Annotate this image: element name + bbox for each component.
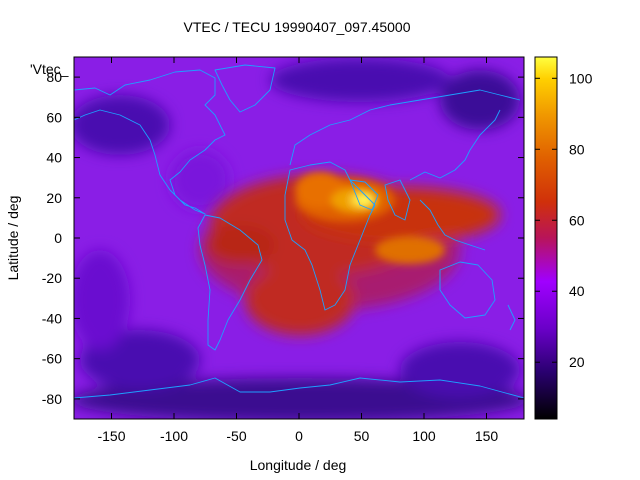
y-tick-label: -40 <box>42 310 62 326</box>
x-tick-label: 100 <box>412 428 436 444</box>
x-tick-label: 0 <box>295 428 303 444</box>
x-tick-label: -50 <box>226 428 246 444</box>
y-tick-label: 40 <box>46 150 62 166</box>
y-axis-ticks: -80 -60 -40 -20 0 20 40 60 80 <box>42 69 524 407</box>
x-axis-label: Longitude / deg <box>250 457 347 473</box>
key-label: 'Vtec_ <box>30 61 69 77</box>
coast-southeast-asia <box>419 199 486 251</box>
y-tick-label: 20 <box>46 190 62 206</box>
coast-asia <box>409 109 501 181</box>
x-tick-label: -150 <box>97 428 125 444</box>
coast-antarctica <box>74 377 524 399</box>
x-tick-label: 50 <box>354 428 370 444</box>
chart-title: VTEC / TECU 19990407_097.45000 <box>183 19 410 35</box>
coast-new-zealand <box>507 304 516 331</box>
colorbar-tick-label: 80 <box>569 141 585 157</box>
coast-australia <box>439 261 496 319</box>
y-tick-label: 80 <box>46 69 62 85</box>
y-tick-label: 60 <box>46 109 62 125</box>
colorbar-tick-label: 60 <box>569 212 585 228</box>
colorbar-tick-label: 20 <box>569 354 585 370</box>
coast-europe <box>289 89 521 166</box>
y-tick-label: -80 <box>42 391 62 407</box>
colorbar <box>534 56 558 420</box>
colorbar-ticks: 20 40 60 80 100 <box>535 70 593 370</box>
coast-africa <box>284 161 376 311</box>
coastlines <box>74 64 524 399</box>
vtec-field <box>74 57 524 419</box>
y-axis-label: Latitude / deg <box>5 196 21 281</box>
y-tick-label: -60 <box>42 351 62 367</box>
y-tick-label: 0 <box>54 230 62 246</box>
colorbar-tick-label: 100 <box>569 70 593 86</box>
coast-south-america <box>197 214 263 351</box>
coast-arabia-india <box>349 179 411 221</box>
x-tick-label: 150 <box>475 428 499 444</box>
y-tick-label: -20 <box>42 270 62 286</box>
x-tick-label: -100 <box>160 428 188 444</box>
coast-north-america <box>74 69 226 215</box>
colorbar-tick-label: 40 <box>569 283 585 299</box>
coast-greenland <box>214 64 276 113</box>
field-low-regions <box>74 58 524 419</box>
x-axis-ticks: -150 -100 -50 0 50 100 150 <box>97 57 498 444</box>
field-peak-regions <box>295 172 445 264</box>
